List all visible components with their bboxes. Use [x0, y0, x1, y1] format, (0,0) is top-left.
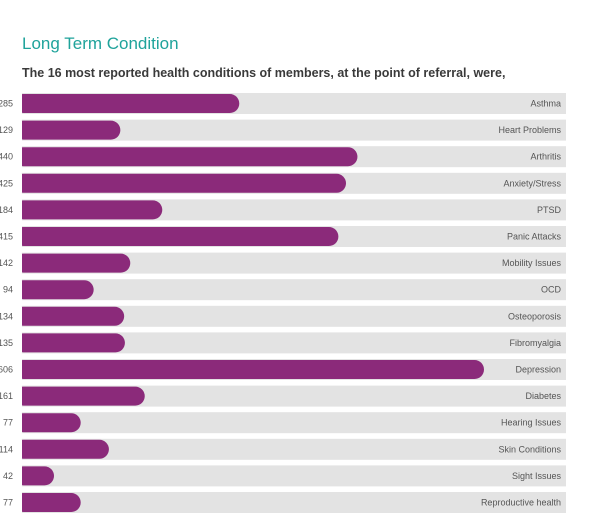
bar-edge-mask-osteoporosis — [14, 306, 22, 326]
value-label-anxiety-stress: 425 — [0, 178, 13, 188]
value-label-sight-issues: 42 — [3, 471, 13, 481]
bar-edge-mask-depression — [14, 360, 22, 379]
value-label-diabetes: 161 — [0, 391, 13, 401]
bar-arthritis — [14, 147, 358, 167]
bar-heart-problems — [14, 120, 121, 140]
bar-reproductive-health — [14, 493, 81, 512]
bar-edge-mask-arthritis — [14, 147, 22, 167]
chart-subtitle: The 16 most reported health conditions o… — [22, 66, 506, 80]
bar-fibromyalgia — [14, 333, 125, 353]
row-background-reproductive-health — [22, 492, 566, 513]
category-label-depression: Depression — [515, 365, 561, 375]
bar-anxiety-stress — [14, 173, 347, 193]
bar-asthma — [14, 94, 240, 113]
row-background-mobility-issues — [22, 252, 566, 274]
value-label-depression: 606 — [0, 365, 13, 375]
row-background-hearing-issues — [22, 412, 566, 434]
value-label-arthritis: 440 — [0, 152, 13, 162]
bar-edge-mask-hearing-issues — [14, 413, 22, 433]
row-background-diabetes — [22, 385, 566, 407]
bar-edge-mask-ptsd — [14, 200, 22, 220]
value-label-panic-attacks: 415 — [0, 232, 13, 242]
bar-skin-conditions — [14, 439, 109, 459]
category-label-anxiety-stress: Anxiety/Stress — [503, 178, 561, 188]
bar-edge-mask-skin-conditions — [14, 439, 22, 459]
bar-depression — [14, 360, 484, 379]
bar-diabetes — [14, 386, 145, 406]
category-label-ocd: OCD — [541, 285, 562, 295]
category-label-panic-attacks: Panic Attacks — [507, 232, 562, 242]
row-background-sight-issues — [22, 465, 566, 487]
bar-sight-issues — [14, 466, 55, 486]
value-label-ocd: 94 — [3, 285, 13, 295]
bar-osteoporosis — [14, 306, 125, 326]
category-label-osteoporosis: Osteoporosis — [508, 311, 562, 321]
bar-edge-mask-mobility-issues — [14, 253, 22, 273]
bar-edge-mask-panic-attacks — [14, 227, 22, 246]
row-background-skin-conditions — [22, 438, 566, 460]
category-label-diabetes: Diabetes — [525, 391, 561, 401]
bar-edge-mask-anxiety-stress — [14, 173, 22, 193]
value-label-osteoporosis: 134 — [0, 311, 13, 321]
bar-edge-mask-diabetes — [14, 386, 22, 406]
value-label-mobility-issues: 142 — [0, 258, 13, 268]
category-label-skin-conditions: Skin Conditions — [498, 444, 561, 454]
value-label-heart-problems: 129 — [0, 125, 13, 135]
row-background-heart-problems — [22, 119, 566, 141]
category-label-hearing-issues: Hearing Issues — [501, 418, 562, 428]
bar-hearing-issues — [14, 413, 81, 433]
row-background-osteoporosis — [22, 305, 566, 327]
category-label-arthritis: Arthritis — [530, 152, 561, 162]
category-label-sight-issues: Sight Issues — [512, 471, 562, 481]
chart-title: Long Term Condition — [22, 34, 179, 53]
bar-edge-mask-ocd — [14, 280, 22, 300]
category-label-fibromyalgia: Fibromyalgia — [509, 338, 561, 348]
row-background-fibromyalgia — [22, 332, 566, 354]
value-label-hearing-issues: 77 — [3, 418, 13, 428]
bar-ocd — [14, 280, 94, 300]
row-background-ocd — [22, 279, 566, 301]
category-label-ptsd: PTSD — [537, 205, 562, 215]
category-label-mobility-issues: Mobility Issues — [502, 258, 562, 268]
bar-panic-attacks — [14, 227, 339, 246]
bar-edge-mask-asthma — [14, 94, 22, 113]
bar-edge-mask-fibromyalgia — [14, 333, 22, 353]
value-label-asthma: 285 — [0, 99, 13, 109]
bar-mobility-issues — [14, 253, 131, 273]
bar-edge-mask-heart-problems — [14, 120, 22, 140]
category-label-asthma: Asthma — [530, 99, 561, 109]
value-label-reproductive-health: 77 — [3, 498, 13, 508]
value-label-skin-conditions: 114 — [0, 444, 13, 454]
bar-ptsd — [14, 200, 163, 220]
value-label-fibromyalgia: 135 — [0, 338, 13, 348]
category-label-heart-problems: Heart Problems — [498, 125, 561, 135]
bar-edge-mask-reproductive-health — [14, 493, 22, 512]
bar-edge-mask-sight-issues — [14, 466, 22, 486]
value-label-ptsd: 184 — [0, 205, 13, 215]
category-label-reproductive-health: Reproductive health — [481, 498, 561, 508]
